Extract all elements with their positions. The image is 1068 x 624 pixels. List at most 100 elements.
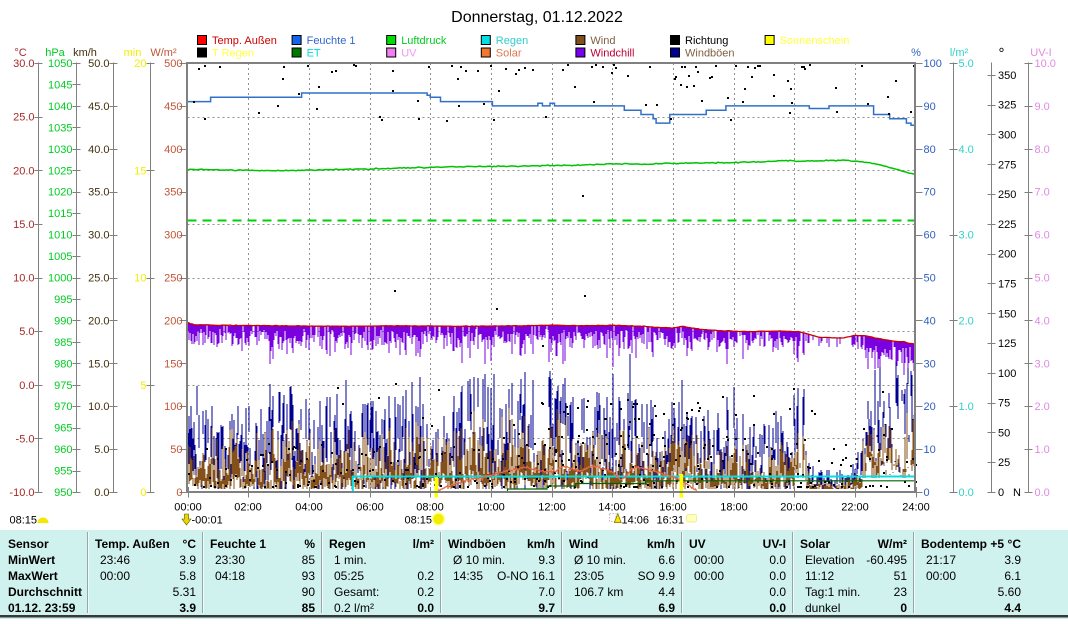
svg-text:10.0: 10.0 xyxy=(88,401,109,413)
svg-text:0.0: 0.0 xyxy=(769,553,786,567)
svg-text:5.60: 5.60 xyxy=(998,585,1022,599)
svg-text:985: 985 xyxy=(54,337,72,349)
svg-text:Solar: Solar xyxy=(496,48,522,60)
svg-text:MaxWert: MaxWert xyxy=(8,569,58,583)
svg-text:6.6: 6.6 xyxy=(658,553,675,567)
svg-text:4.0: 4.0 xyxy=(959,144,974,156)
svg-text:00:00: 00:00 xyxy=(174,502,202,514)
svg-text:16:00: 16:00 xyxy=(659,502,687,514)
svg-text:0: 0 xyxy=(176,487,182,499)
svg-text:Regen: Regen xyxy=(329,537,366,551)
svg-text:60: 60 xyxy=(924,230,936,242)
svg-text:Windchill: Windchill xyxy=(590,48,634,60)
svg-text:30.0: 30.0 xyxy=(88,230,109,242)
svg-text:1030: 1030 xyxy=(48,144,72,156)
svg-text:8.0: 8.0 xyxy=(1035,144,1050,156)
svg-text:70: 70 xyxy=(924,187,936,199)
svg-text:Richtung: Richtung xyxy=(685,35,728,47)
svg-text:250: 250 xyxy=(998,189,1016,201)
svg-text:km/h: km/h xyxy=(647,537,675,551)
svg-text:Temp. Außen: Temp. Außen xyxy=(212,35,277,47)
svg-text:°C: °C xyxy=(183,537,197,551)
svg-text:°: ° xyxy=(999,45,1005,62)
svg-text:00:00: 00:00 xyxy=(100,569,130,583)
svg-text:11:12: 11:12 xyxy=(805,569,834,583)
svg-text:-60.495: -60.495 xyxy=(866,553,907,567)
svg-text:100: 100 xyxy=(164,401,182,413)
svg-text:30.0: 30.0 xyxy=(13,58,34,70)
svg-text:15.0: 15.0 xyxy=(88,358,109,370)
svg-text:14:35: 14:35 xyxy=(453,569,483,583)
svg-text:1035: 1035 xyxy=(48,122,72,134)
svg-text:40: 40 xyxy=(924,315,936,327)
svg-text:Ø 10 min.: Ø 10 min. xyxy=(453,553,505,567)
svg-text:Temp. Außen: Temp. Außen xyxy=(95,537,170,551)
svg-text:23: 23 xyxy=(894,585,908,599)
svg-text:5.31: 5.31 xyxy=(173,585,197,599)
svg-text:0.0: 0.0 xyxy=(94,487,109,499)
svg-text:0.2: 0.2 xyxy=(417,569,434,583)
svg-text:275: 275 xyxy=(998,159,1016,171)
svg-text:3.9: 3.9 xyxy=(179,601,196,615)
svg-text:-10.0: -10.0 xyxy=(9,487,34,499)
svg-text:12:00: 12:00 xyxy=(538,502,566,514)
svg-text:20.0: 20.0 xyxy=(88,315,109,327)
svg-text:15.0: 15.0 xyxy=(13,219,34,231)
svg-text:Sensor: Sensor xyxy=(8,537,49,551)
svg-text:08:00: 08:00 xyxy=(416,502,444,514)
svg-text:01.12. 23:59: 01.12. 23:59 xyxy=(8,601,76,615)
svg-text:04:18: 04:18 xyxy=(215,569,245,583)
svg-text:00:00: 00:00 xyxy=(694,569,724,583)
svg-text:-5.0: -5.0 xyxy=(16,433,35,445)
svg-text:9.7: 9.7 xyxy=(538,601,555,615)
svg-text:50.0: 50.0 xyxy=(88,58,109,70)
svg-text:20: 20 xyxy=(134,58,146,70)
svg-text:10: 10 xyxy=(134,273,146,285)
svg-text:40.0: 40.0 xyxy=(88,144,109,156)
svg-text:04:00: 04:00 xyxy=(295,502,323,514)
svg-text:MinWert: MinWert xyxy=(8,553,55,567)
svg-text:1 min.: 1 min. xyxy=(334,553,367,567)
svg-text:Feuchte 1: Feuchte 1 xyxy=(210,537,266,551)
svg-text:14:00: 14:00 xyxy=(598,502,626,514)
svg-text:16:31: 16:31 xyxy=(657,515,685,527)
svg-text:05:25: 05:25 xyxy=(334,569,364,583)
svg-text:hPa: hPa xyxy=(45,47,65,59)
svg-text:Donnerstag, 01.12.2022: Donnerstag, 01.12.2022 xyxy=(451,9,623,26)
svg-text:6.9: 6.9 xyxy=(658,601,675,615)
svg-text:9.0: 9.0 xyxy=(1035,101,1050,113)
svg-text:450: 450 xyxy=(164,101,182,113)
svg-text:0.0: 0.0 xyxy=(769,601,786,615)
svg-text:N: N xyxy=(1013,487,1021,499)
svg-text:UV: UV xyxy=(689,537,706,551)
svg-text:0.0: 0.0 xyxy=(19,380,34,392)
svg-text:25.0: 25.0 xyxy=(88,273,109,285)
svg-text:325: 325 xyxy=(998,100,1016,112)
svg-text:UV: UV xyxy=(401,48,417,60)
svg-text:30: 30 xyxy=(924,358,936,370)
svg-text:1010: 1010 xyxy=(48,230,72,242)
svg-text:995: 995 xyxy=(54,294,72,306)
svg-text:175: 175 xyxy=(998,278,1016,290)
svg-text:Wind: Wind xyxy=(590,35,615,47)
svg-text:24:00: 24:00 xyxy=(902,502,930,514)
svg-text:Ø 10 min.: Ø 10 min. xyxy=(574,553,626,567)
svg-text:5.0: 5.0 xyxy=(959,58,974,70)
svg-text:4.4: 4.4 xyxy=(1004,601,1021,615)
svg-text:Windböen: Windböen xyxy=(448,537,506,551)
svg-text:500: 500 xyxy=(164,58,182,70)
svg-text:80: 80 xyxy=(924,144,936,156)
svg-text:5.8: 5.8 xyxy=(179,569,196,583)
svg-text:UV-I: UV-I xyxy=(763,537,786,551)
svg-text:Luftdruck: Luftdruck xyxy=(401,35,447,47)
svg-text:1.0: 1.0 xyxy=(1035,444,1050,456)
svg-text:200: 200 xyxy=(998,249,1016,261)
svg-text:Elevation: Elevation xyxy=(805,553,854,567)
svg-text:5.0: 5.0 xyxy=(94,444,109,456)
svg-text:950: 950 xyxy=(54,487,72,499)
svg-text:0: 0 xyxy=(998,487,1004,499)
svg-text:Feuchte 1: Feuchte 1 xyxy=(307,35,356,47)
svg-text:O-NO 16.1: O-NO 16.1 xyxy=(497,569,555,583)
svg-text:14:06: 14:06 xyxy=(622,515,650,527)
svg-text:23:05: 23:05 xyxy=(574,569,604,583)
